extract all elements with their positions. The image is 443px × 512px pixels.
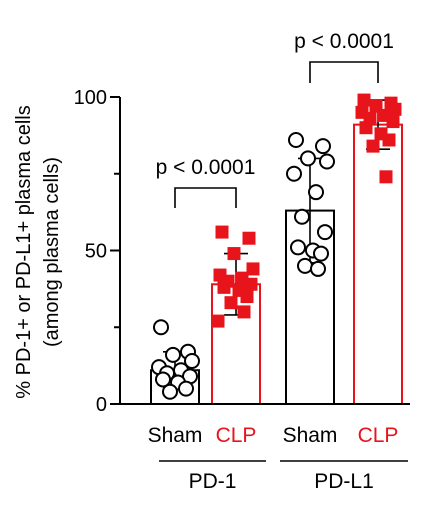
data-point-clp [357,93,371,107]
data-point-clp [215,225,229,239]
data-point-clp [382,133,396,147]
data-point-clp [246,262,260,276]
data-point-clp [227,247,241,261]
y-tick-label: 0 [96,394,107,416]
data-point-sham [297,257,313,274]
data-point-sham [184,353,200,370]
data-point-sham [155,371,171,388]
x-category-label: CLP [216,424,257,447]
significance-label: p < 0.0001 [156,156,256,179]
data-point-sham [286,165,302,182]
y-axis: 0 50 100 [74,87,121,416]
data-point-sham [162,383,178,400]
data-point-clp [237,305,251,319]
data-point-clp [242,231,256,245]
significance-bracket [174,187,237,208]
data-point-sham [317,224,333,241]
y-axis-label-line2: (among plasma cells) [41,157,63,347]
x-axis: Sham CLP Sham CLP PD-1 PD-L1 [120,403,410,493]
y-tick-label: 50 [85,241,107,263]
bar-pd-l1-clp [353,123,403,405]
data-point-clp [211,314,225,328]
data-point-sham [153,319,169,336]
data-points [151,93,402,400]
y-axis-label: % PD-1+ or PD-L1+ plasma cells (among pl… [13,105,63,398]
data-point-sham [319,153,335,170]
significance-annotations: p < 0.0001 p < 0.0001 [156,30,394,208]
group-label: PD-1 [189,470,237,493]
data-point-sham [290,239,306,256]
data-point-clp [240,290,254,304]
data-point-sham [178,380,194,397]
y-tick-label: 100 [74,87,107,109]
x-category-label: Sham [283,424,338,447]
data-point-sham [310,260,326,277]
x-category-label: CLP [358,424,399,447]
data-point-clp [244,277,258,291]
data-point-clp [388,102,402,116]
data-point-clp [366,139,380,153]
data-point-sham [165,346,181,363]
group-label: PD-L1 [314,470,374,493]
data-point-sham [308,184,324,201]
y-axis-label-line1: % PD-1+ or PD-L1+ plasma cells [13,105,35,398]
significance-label: p < 0.0001 [294,30,394,53]
data-point-sham [313,245,329,262]
data-point-clp [217,280,231,294]
data-point-clp [359,121,373,135]
data-point-sham [294,208,310,225]
data-point-sham [315,138,331,155]
data-point-sham [288,131,304,148]
data-point-clp [224,296,238,310]
x-category-label: Sham [148,424,203,447]
significance-bracket [309,61,379,83]
data-point-sham [300,150,316,167]
data-point-clp [386,115,400,129]
data-point-clp [379,170,393,184]
